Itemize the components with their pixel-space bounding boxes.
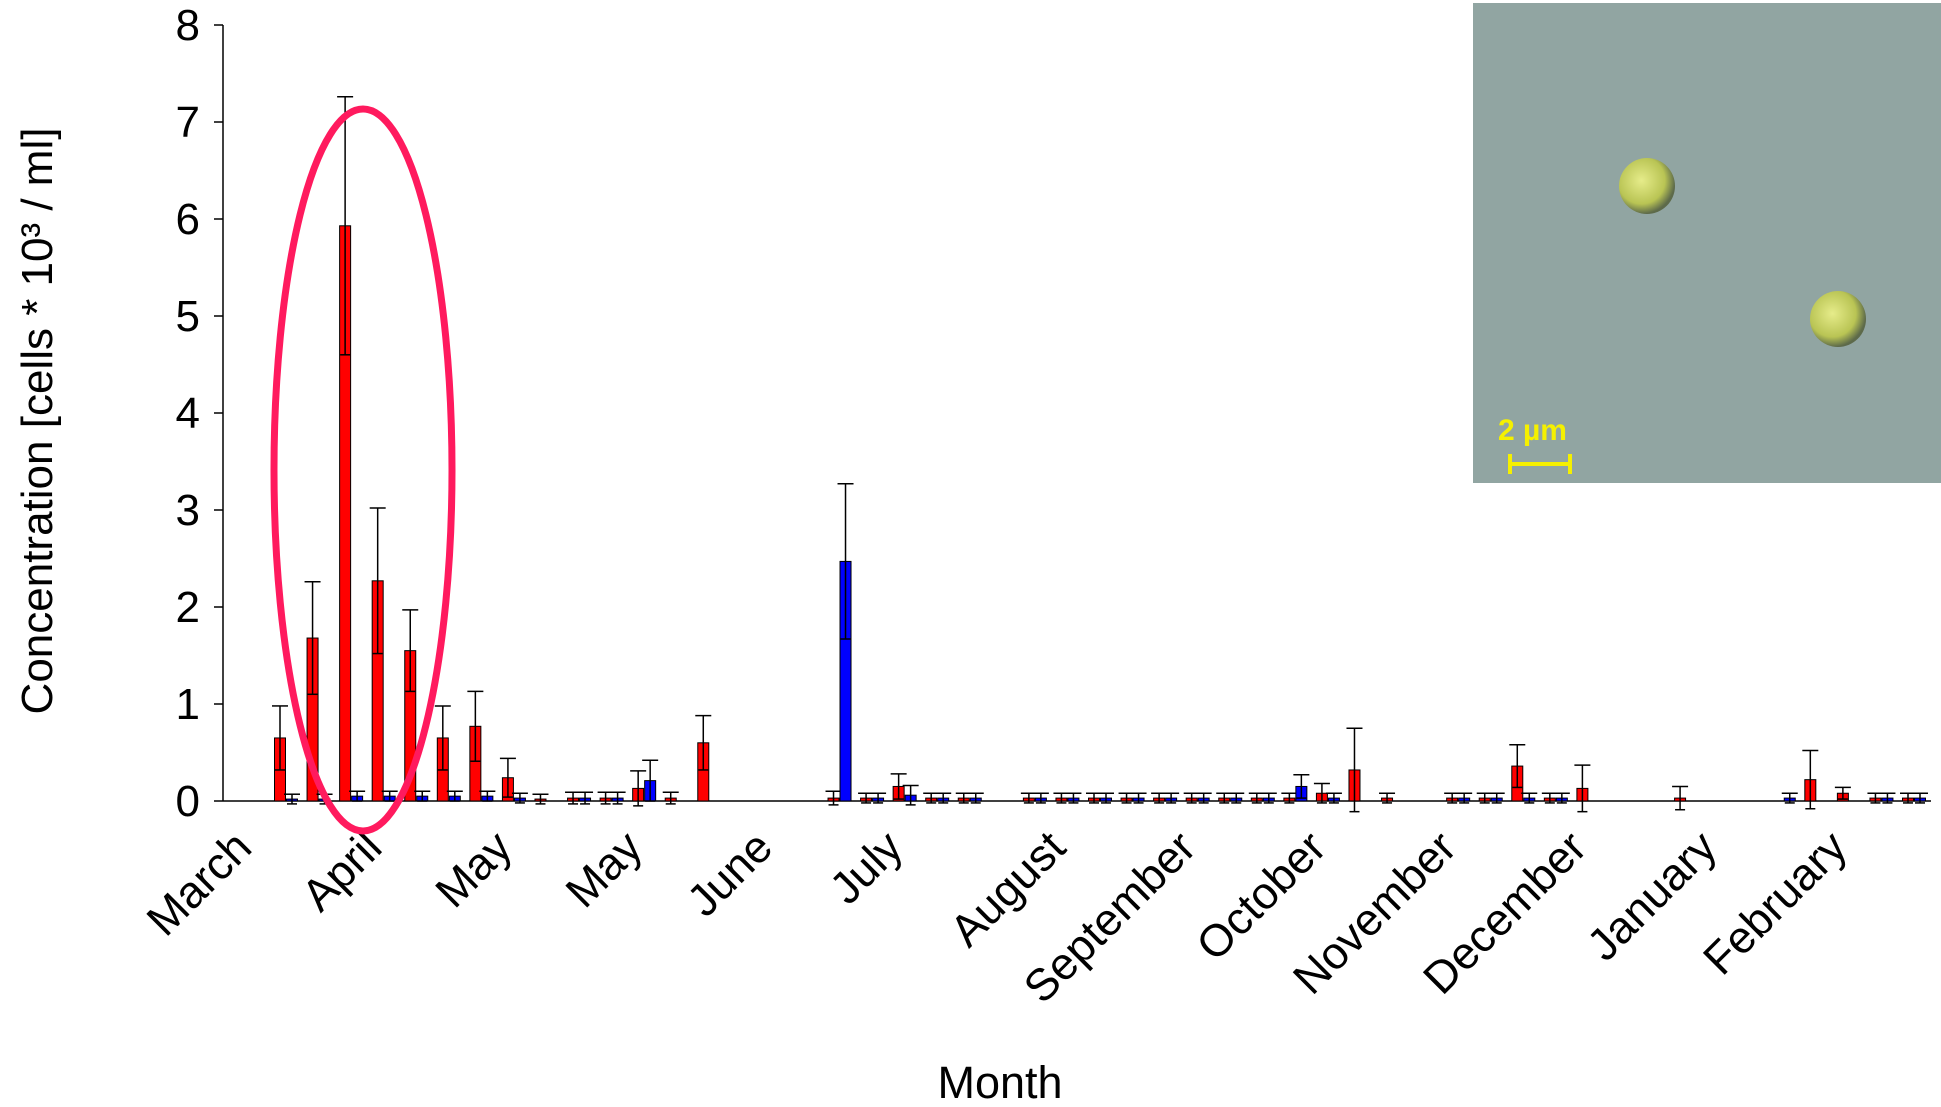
error-bar bbox=[825, 790, 842, 806]
error-bar bbox=[1346, 727, 1363, 813]
error-bar bbox=[1228, 792, 1245, 804]
error-bar bbox=[1574, 764, 1591, 813]
error-bar bbox=[902, 784, 919, 806]
error-bar bbox=[1032, 792, 1049, 804]
y-tick-label: 2 bbox=[176, 583, 200, 632]
error-bar bbox=[837, 483, 854, 640]
error-bar bbox=[284, 793, 300, 805]
error-bar bbox=[1834, 786, 1851, 800]
error-bar bbox=[1195, 792, 1212, 804]
x-tick-label: July bbox=[820, 821, 913, 914]
error-bar bbox=[1293, 774, 1310, 799]
error-bar bbox=[446, 790, 463, 802]
error-bar bbox=[272, 705, 288, 771]
error-bar bbox=[1163, 792, 1180, 804]
error-bar bbox=[337, 96, 354, 356]
error-bar bbox=[304, 581, 321, 696]
x-tick-label: April bbox=[292, 821, 392, 921]
y-axis-label: Concentration [cells * 10³ / ml] bbox=[13, 128, 62, 715]
y-tick-label: 3 bbox=[176, 486, 200, 535]
error-bar bbox=[890, 773, 907, 800]
highlight-ellipse bbox=[270, 105, 456, 835]
y-tick-label: 8 bbox=[176, 1, 200, 50]
x-axis-label: Month bbox=[937, 1057, 1062, 1107]
error-bar bbox=[1488, 792, 1505, 804]
error-bar bbox=[499, 757, 516, 798]
x-tick-label: May bbox=[556, 821, 653, 918]
error-bar bbox=[609, 791, 626, 805]
error-bar bbox=[1672, 785, 1689, 811]
error-bar bbox=[642, 759, 659, 802]
x-tick-label: May bbox=[425, 821, 522, 918]
error-bar bbox=[1313, 782, 1330, 804]
error-bar bbox=[1912, 792, 1928, 804]
error-bar bbox=[511, 792, 528, 804]
error-bar bbox=[402, 609, 419, 693]
error-bar bbox=[349, 790, 366, 802]
error-bar bbox=[467, 690, 484, 762]
inset-image: 2 µm bbox=[1473, 3, 1941, 483]
y-tick-label: 6 bbox=[176, 195, 200, 244]
error-bar bbox=[381, 790, 398, 802]
error-bar bbox=[1802, 749, 1819, 810]
error-bar bbox=[532, 793, 549, 805]
y-tick-label: 1 bbox=[176, 680, 200, 729]
x-tick-label: March bbox=[137, 821, 261, 945]
y-tick-label: 7 bbox=[176, 98, 200, 147]
error-bar bbox=[434, 705, 451, 771]
scale-label: 2 µm bbox=[1498, 414, 1567, 447]
error-bar bbox=[1553, 792, 1570, 804]
error-bar bbox=[1260, 792, 1277, 804]
error-bar bbox=[1521, 792, 1538, 804]
error-bar bbox=[1879, 792, 1896, 804]
error-bar bbox=[1379, 792, 1396, 804]
error-bar bbox=[414, 790, 431, 802]
error-bar bbox=[479, 790, 496, 802]
error-bar bbox=[1781, 792, 1798, 804]
error-bar bbox=[630, 770, 647, 807]
y-tick-label: 0 bbox=[176, 777, 200, 826]
error-bar bbox=[1281, 792, 1298, 804]
error-bar bbox=[1509, 743, 1526, 789]
error-bar bbox=[1098, 792, 1114, 804]
y-tick-label: 5 bbox=[176, 292, 200, 341]
error-bar bbox=[935, 792, 952, 804]
error-bar bbox=[695, 714, 712, 771]
error-bar bbox=[1065, 792, 1082, 804]
error-bar bbox=[369, 507, 386, 655]
error-bar bbox=[1325, 792, 1342, 804]
y-tick-label: 4 bbox=[176, 389, 200, 438]
error-bar bbox=[1130, 792, 1147, 804]
x-tick-label: February bbox=[1693, 821, 1857, 985]
error-bar bbox=[870, 792, 887, 804]
error-bar bbox=[967, 792, 984, 804]
x-tick-label: June bbox=[677, 821, 782, 926]
error-bar bbox=[662, 791, 679, 805]
error-bar bbox=[1456, 792, 1473, 804]
error-bar bbox=[577, 791, 594, 805]
